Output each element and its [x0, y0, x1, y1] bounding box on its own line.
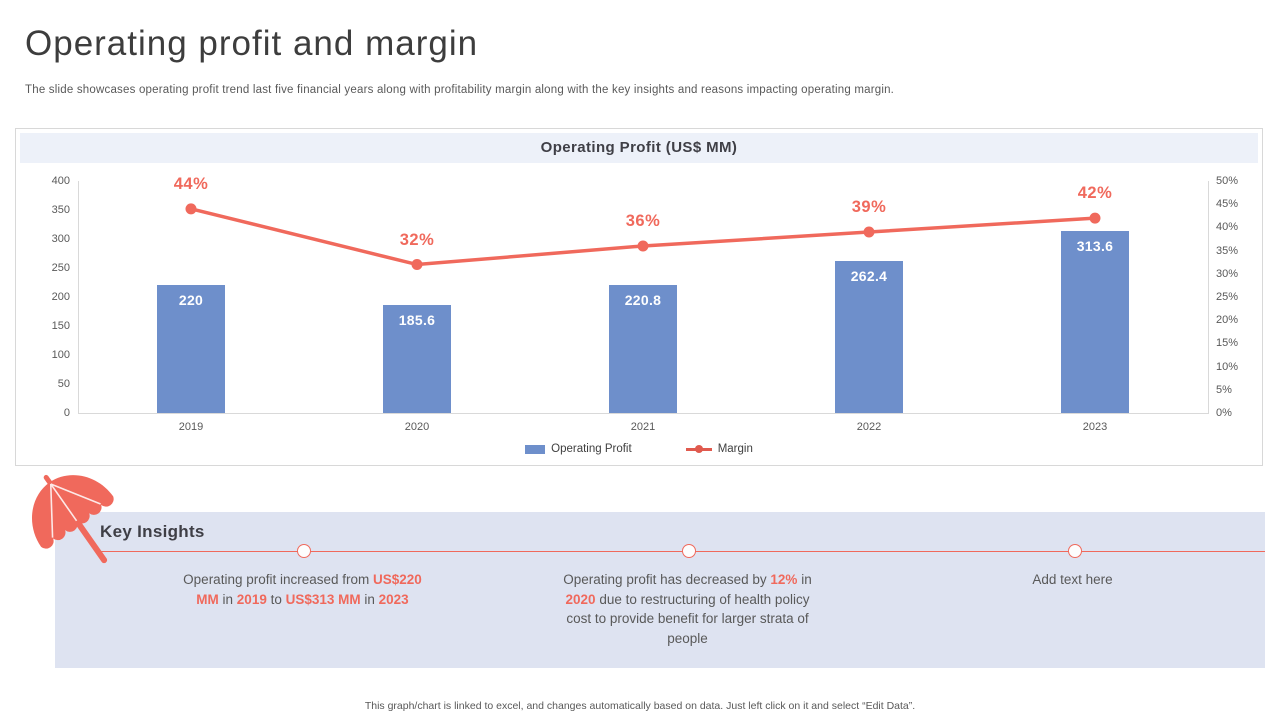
- insight-text-segment: in: [218, 591, 237, 607]
- page-title: Operating profit and margin: [25, 24, 479, 63]
- left-axis-tick: 250: [51, 262, 70, 274]
- bar-2020[interactable]: 185.6: [383, 305, 451, 413]
- margin-label-2020: 32%: [399, 230, 435, 249]
- left-axis-tick: 400: [51, 175, 70, 187]
- left-axis-tick: 100: [51, 349, 70, 361]
- umbrella-icon: [32, 474, 114, 564]
- right-axis-tick: 5%: [1216, 383, 1232, 396]
- x-axis-label-2019: 2019: [178, 421, 204, 433]
- margin-label-2023: 42%: [1077, 184, 1113, 203]
- right-axis-tick: 25%: [1216, 291, 1239, 303]
- line-series-swatch-icon: [685, 445, 712, 453]
- margin-label-2022: 39%: [851, 198, 887, 217]
- insight-item-3[interactable]: Add text here: [880, 570, 1265, 648]
- legend-item-operating-profit: Operating Profit: [525, 443, 632, 455]
- highlighted-value: 2023: [378, 591, 409, 607]
- right-axis-tick: 40%: [1216, 221, 1239, 234]
- insight-text: Operating profit increased from US$220 M…: [183, 570, 423, 648]
- bar-2022[interactable]: 262.4: [835, 260, 903, 413]
- right-axis-tick: 35%: [1216, 244, 1239, 257]
- insight-text: Operating profit has decreased by 12% in…: [555, 570, 821, 648]
- timeline-node-icon: [297, 544, 311, 558]
- line-point-2020[interactable]: [411, 259, 423, 271]
- key-insights-heading: Key Insights: [100, 522, 205, 541]
- left-axis-line: [78, 181, 79, 413]
- insight-text-segment: Add text here: [1032, 572, 1113, 587]
- bar-value-label: 185.6: [398, 312, 436, 329]
- line-point-2019[interactable]: [185, 203, 197, 215]
- bar-value-label: 220: [178, 292, 204, 309]
- bar-2021[interactable]: 220.8: [609, 284, 677, 413]
- x-axis-line: [78, 413, 1209, 414]
- right-axis-tick: 10%: [1216, 360, 1239, 373]
- line-point-2023[interactable]: [1089, 212, 1101, 224]
- right-axis-tick: 20%: [1216, 314, 1239, 327]
- timeline-node-icon: [682, 544, 696, 558]
- insight-text-segment: in: [797, 572, 812, 587]
- left-axis-tick: 150: [51, 320, 70, 332]
- margin-label-2019: 44%: [173, 174, 209, 193]
- chart-plot-area: Operating Profit Margin 400 350 300 250 200 1…: [20, 163, 1258, 461]
- right-axis-tick: 30%: [1216, 267, 1239, 280]
- bar-value-label: 220.8: [624, 291, 662, 308]
- insight-text: Add text here: [1032, 570, 1112, 648]
- insights-row: Operating profit increased from US$220 M…: [110, 570, 1265, 648]
- chart-legend: Operating Profit Margin: [20, 443, 1258, 455]
- margin-label-2021: 36%: [625, 211, 661, 230]
- page-subtitle: The slide showcases operating profit tre…: [25, 84, 895, 96]
- bar-2023[interactable]: 313.6: [1061, 231, 1129, 413]
- chart-card[interactable]: Operating Profit (US$ MM) Operating Prof…: [15, 128, 1263, 466]
- insight-item-2[interactable]: Operating profit has decreased by 12% in…: [495, 570, 880, 648]
- right-axis-tick: 45%: [1216, 198, 1239, 211]
- x-axis-label-2021: 2021: [630, 421, 656, 433]
- insight-text-segment: in: [360, 591, 379, 607]
- highlighted-value: US$313 MM: [285, 591, 361, 607]
- bar-value-label: 313.6: [1076, 238, 1114, 255]
- highlighted-value: US$220 MM: [196, 572, 422, 607]
- x-axis-label-2023: 2023: [1082, 421, 1108, 433]
- insight-text-segment: due to restructuring of health policy co…: [566, 591, 810, 646]
- bar-value-label: 262.4: [850, 267, 888, 284]
- right-axis-line: [1208, 181, 1209, 413]
- left-axis-tick: 350: [51, 204, 70, 216]
- insight-text-segment: Operating profit has decreased by: [563, 572, 771, 587]
- legend-label: Margin: [717, 443, 753, 455]
- line-point-2021[interactable]: [637, 240, 649, 252]
- legend-item-margin: Margin: [685, 443, 753, 455]
- timeline-node-icon: [1068, 544, 1082, 558]
- bar-2019[interactable]: 220: [157, 285, 225, 413]
- key-insights-panel: Key Insights Operating profit increased …: [32, 474, 1265, 668]
- line-point-2022[interactable]: [863, 226, 875, 238]
- left-axis-tick: 0: [63, 407, 70, 419]
- insight-item-1[interactable]: Operating profit increased from US$220 M…: [110, 570, 495, 648]
- highlighted-value: 2019: [236, 591, 267, 607]
- right-axis-tick: 0%: [1216, 407, 1232, 419]
- bar-series-swatch-icon: [525, 444, 546, 454]
- x-axis-label-2020: 2020: [404, 421, 430, 433]
- insights-timeline: [101, 544, 1265, 558]
- x-axis-label-2022: 2022: [856, 421, 882, 433]
- right-axis-tick: 50%: [1216, 175, 1239, 187]
- left-axis-tick: 300: [51, 233, 70, 245]
- legend-label: Operating Profit: [551, 443, 632, 455]
- footer-note: This graph/chart is linked to excel, and…: [364, 700, 916, 712]
- chart-title: Operating Profit (US$ MM): [20, 133, 1258, 163]
- highlighted-value: 12%: [770, 572, 798, 587]
- highlighted-value: 2020: [565, 591, 596, 607]
- right-axis-tick: 15%: [1216, 337, 1239, 350]
- insight-text-segment: to: [266, 591, 286, 607]
- left-axis-tick: 200: [51, 291, 70, 303]
- insight-text-segment: Operating profit increased from: [183, 572, 374, 587]
- left-axis-tick: 50: [57, 378, 70, 390]
